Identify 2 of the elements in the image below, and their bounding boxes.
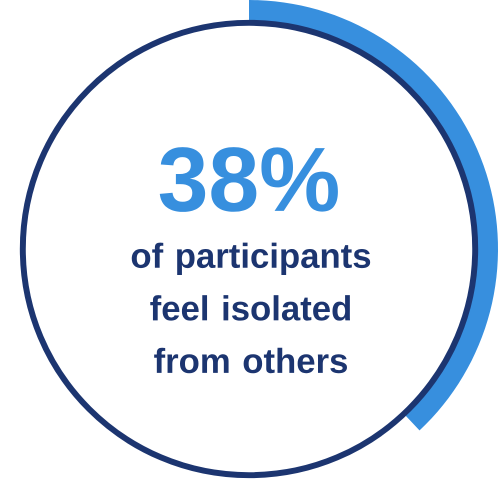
- data-label: 38%: [160, 147, 338, 212]
- text: of participants feel isolated from others: [132, 242, 370, 374]
